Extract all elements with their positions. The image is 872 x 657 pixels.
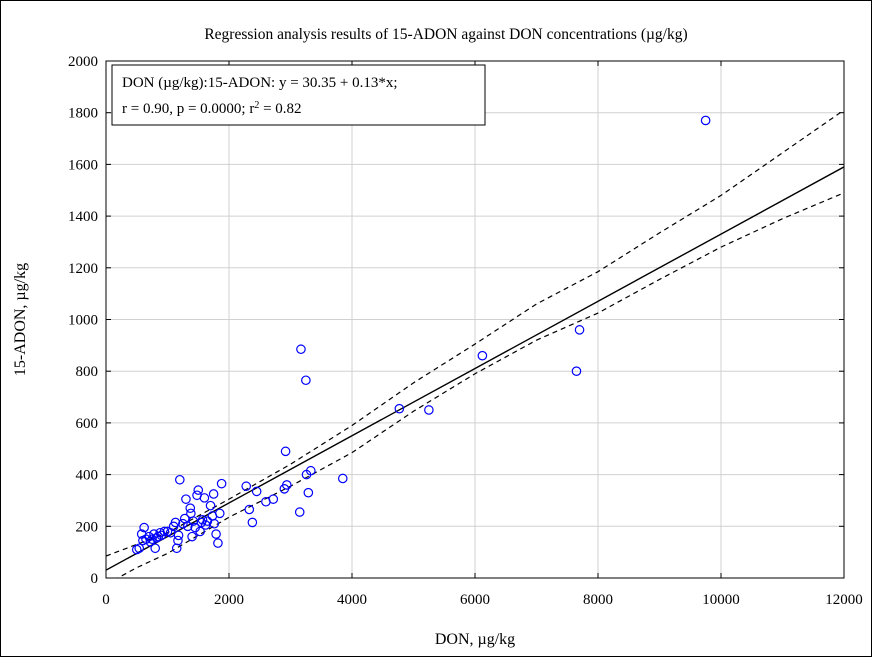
data-point: [337, 473, 348, 484]
data-point: [205, 500, 216, 511]
data-point: [301, 375, 311, 386]
data-point: [211, 529, 221, 539]
confidence-band: [106, 109, 844, 578]
data-point: [247, 517, 258, 528]
data-point: [209, 518, 220, 529]
y-tick-label: 400: [76, 468, 99, 484]
x-tick-label: 2000: [214, 592, 244, 608]
y-tick-label: 200: [76, 519, 99, 535]
x-tick-label: 0: [102, 592, 110, 608]
data-point: [241, 481, 252, 492]
data-point: [280, 446, 291, 457]
annotation-r2-superscript: 2: [254, 100, 259, 111]
data-point: [187, 531, 197, 542]
chart-title: Regression analysis results of 15-ADON a…: [204, 26, 687, 43]
x-tick-label: 12000: [825, 592, 863, 608]
data-point: [216, 478, 227, 489]
data-point: [244, 504, 255, 515]
data-point: [186, 508, 196, 519]
data-point: [208, 489, 219, 499]
data-point: [147, 534, 157, 545]
regression-line: [106, 166, 844, 571]
data-point: [477, 350, 488, 361]
regression-annotation: DON (µg/kg):15-ADON: y = 30.35 + 0.13*x;…: [111, 64, 486, 126]
data-point: [424, 405, 434, 415]
regression-line-group: [106, 166, 844, 571]
data-point: [199, 493, 210, 503]
y-tick-label: 0: [91, 571, 99, 587]
data-point: [251, 486, 262, 497]
data-point: [171, 543, 182, 554]
x-tick-label: 8000: [583, 592, 613, 608]
data-point: [213, 538, 223, 548]
grid-lines: [106, 61, 844, 578]
data-point: [173, 535, 183, 546]
data-point: [296, 344, 306, 355]
data-point: [268, 494, 279, 504]
confidence-lower-line: [116, 192, 844, 578]
data-point: [173, 530, 184, 541]
data-point: [181, 494, 191, 504]
y-tick-label: 800: [76, 364, 99, 380]
data-point: [182, 521, 193, 532]
data-point: [178, 518, 188, 529]
x-tick-label: 4000: [337, 592, 367, 608]
confidence-upper-line: [106, 109, 844, 557]
axis-ticks: 0 2000 4000 6000 8000 10000 12000 0 200 400 600 800…: [68, 54, 863, 608]
annotation-line-1: DON (µg/kg):15-ADON: y = 30.35 + 0.13*x;: [122, 75, 398, 91]
y-tick-label: 1400: [68, 209, 98, 225]
data-point: [303, 487, 314, 498]
data-point: [202, 516, 213, 526]
x-tick-label: 10000: [702, 592, 740, 608]
data-point: [134, 543, 145, 554]
x-tick-label: 6000: [460, 592, 490, 608]
data-points: [131, 115, 711, 555]
y-tick-label: 1200: [68, 261, 98, 277]
y-axis-label: 15-ADON, µg/kg: [12, 263, 29, 376]
y-tick-label: 2000: [68, 54, 98, 70]
data-point: [175, 474, 185, 485]
y-tick-label: 1600: [68, 157, 98, 173]
data-point: [195, 526, 205, 537]
data-point: [131, 544, 142, 555]
data-point: [394, 403, 405, 414]
data-point: [193, 485, 204, 495]
x-axis-label: DON, µg/kg: [435, 631, 515, 648]
y-tick-label: 600: [76, 416, 99, 432]
data-point: [214, 508, 225, 519]
data-point: [139, 522, 149, 533]
data-point: [305, 465, 316, 476]
annotation-line-2-prefix: r = 0.90, p = 0.0000; r: [122, 101, 254, 117]
data-point: [294, 507, 305, 517]
annotation-line-2: r = 0.90, p = 0.0000; r2 = 0.82: [122, 100, 302, 118]
data-point: [282, 480, 292, 490]
data-point: [144, 531, 154, 542]
data-point: [197, 515, 208, 525]
annotation-box: [111, 64, 486, 126]
y-tick-label: 1800: [68, 106, 98, 122]
data-point: [574, 325, 585, 335]
data-point: [170, 517, 181, 528]
y-tick-label: 1000: [68, 313, 98, 329]
data-point: [700, 115, 711, 126]
data-point: [159, 526, 170, 537]
annotation-line-2-suffix: = 0.82: [259, 101, 301, 117]
data-point: [185, 503, 196, 514]
data-point: [150, 543, 160, 554]
data-point: [571, 366, 582, 376]
